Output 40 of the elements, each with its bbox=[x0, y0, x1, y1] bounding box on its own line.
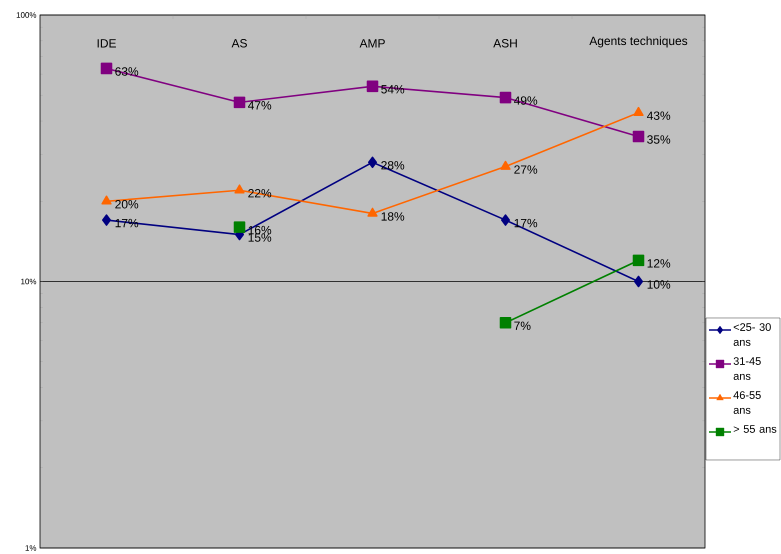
data-label: 43% bbox=[646, 111, 670, 120]
data-label: 7% bbox=[514, 322, 531, 330]
data-label: 49% bbox=[514, 96, 538, 105]
data-label: 12% bbox=[648, 259, 670, 268]
point bbox=[102, 214, 112, 226]
legend-label: 31-45 ans bbox=[734, 357, 761, 380]
data-label: 20% bbox=[115, 200, 138, 208]
data-label: 10% bbox=[648, 280, 670, 289]
x-tick-label: AMP bbox=[360, 39, 385, 48]
point bbox=[632, 254, 644, 266]
data-label: 18% bbox=[382, 212, 404, 221]
point bbox=[634, 276, 644, 288]
point bbox=[366, 80, 378, 92]
point bbox=[500, 92, 512, 104]
x-tick-label: ASH bbox=[493, 38, 517, 48]
x-tick-label: IDE bbox=[98, 39, 116, 48]
point bbox=[633, 106, 644, 116]
point bbox=[500, 214, 510, 226]
point bbox=[500, 160, 511, 170]
point bbox=[234, 184, 245, 194]
point bbox=[100, 62, 112, 74]
data-label: 35% bbox=[647, 135, 670, 144]
x-tick-label: AS bbox=[232, 38, 247, 48]
data-label: 15% bbox=[248, 233, 272, 242]
data-label: 17% bbox=[514, 218, 538, 228]
legend-label: <25- 30 ans bbox=[734, 323, 771, 346]
x-tick-label: Agents techniques bbox=[589, 36, 688, 48]
legend-label: 46-55 ans bbox=[733, 391, 761, 414]
data-label: 27% bbox=[514, 165, 538, 174]
point bbox=[632, 130, 644, 142]
point bbox=[368, 156, 378, 168]
point bbox=[234, 96, 246, 108]
data-label: 16% bbox=[248, 226, 272, 234]
point bbox=[234, 221, 246, 233]
point bbox=[367, 208, 378, 217]
point bbox=[101, 195, 112, 205]
point bbox=[500, 316, 512, 329]
data-label: 47% bbox=[248, 101, 272, 110]
legend-label: > 55 ans bbox=[734, 425, 776, 433]
data-label: 28% bbox=[381, 161, 404, 170]
